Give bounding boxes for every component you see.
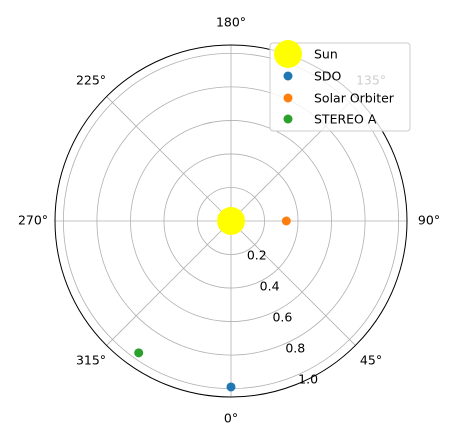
legend-marker — [274, 40, 302, 68]
data-point-sdo — [226, 382, 236, 392]
data-point-stereo-a — [134, 348, 144, 358]
legend-box — [269, 42, 411, 132]
theta-tick-label: 0° — [224, 411, 238, 426]
theta-gridline — [106, 220, 232, 346]
theta-tick-label: 90° — [418, 213, 440, 228]
legend-label: STEREO A — [314, 112, 377, 127]
theta-gridline — [230, 220, 356, 346]
legend-label: Solar Orbiter — [314, 91, 395, 106]
polar-grid — [54, 44, 408, 398]
legend-label: Sun — [314, 47, 338, 62]
theta-tick-label: 180° — [216, 15, 246, 30]
r-tick-label: 0.2 — [247, 247, 267, 262]
r-tick-label: 0.4 — [260, 278, 280, 293]
r-tick-label: 0.6 — [272, 309, 292, 324]
polar-frame — [54, 44, 408, 398]
theta-gridline — [106, 96, 232, 222]
r-tick-label: 1.0 — [298, 371, 318, 386]
data-point-sun — [217, 207, 245, 235]
legend: Sun SDO Solar Orbiter STEREO A — [269, 40, 411, 132]
legend-marker — [283, 71, 293, 81]
theta-tick-label: 225° — [76, 72, 106, 87]
r-tick-label: 0.8 — [285, 340, 305, 355]
theta-tick-label: 45° — [360, 353, 382, 368]
theta-tick-label: 315° — [76, 353, 106, 368]
theta-tick-label: 270° — [18, 213, 48, 228]
data-point-solar-orbiter — [281, 216, 291, 226]
legend-label: SDO — [314, 69, 342, 84]
legend-marker — [283, 114, 293, 124]
data-points — [134, 207, 291, 392]
legend-marker — [283, 93, 293, 103]
